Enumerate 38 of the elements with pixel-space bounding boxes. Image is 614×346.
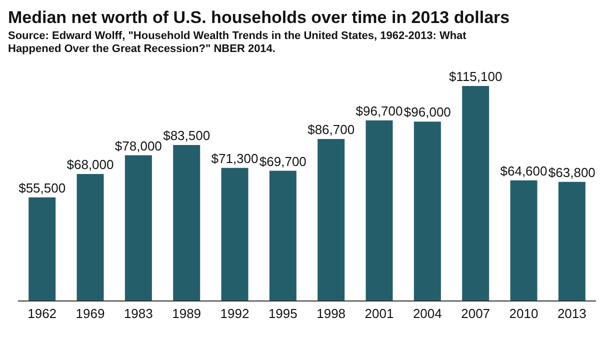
source-note: Source: Edward Wolff, "Household Wealth Trends in the United States, 1962-2013: What Happened Over the Great Recession?" NBER 2014. [8,30,468,56]
bar [76,174,104,301]
data-label: $96,000 [404,104,451,120]
x-tick-label: 1992 [220,306,250,322]
x-tick-label: 1969 [76,306,105,322]
x-tick-label: 1983 [124,306,153,322]
bar [414,122,441,301]
x-tick-label: 2004 [412,306,442,322]
x-tick-label: 1989 [172,306,202,322]
bar [173,145,200,301]
x-tick-label: 1962 [28,306,57,322]
bar [366,120,393,301]
x-tick-label: 1995 [268,306,298,322]
bar [269,170,296,301]
bar [124,155,152,301]
data-label: $63,800 [548,164,596,180]
data-label: $69,700 [259,154,306,169]
chart-title: Median net worth of U.S. households over time in 2013 dollars [8,8,511,28]
data-label: $55,500 [18,180,66,196]
data-label: $96,700 [356,103,403,118]
bar [558,182,586,301]
data-label: $71,300 [211,150,258,166]
x-tick-label: 2001 [364,306,394,322]
bar [318,139,345,301]
bar [462,86,490,301]
data-label: $115,100 [448,69,502,84]
x-tick-label: 2010 [509,306,538,322]
data-label: $86,700 [308,122,355,138]
x-tick-label: 2013 [557,306,586,322]
x-tick-label: 2007 [461,306,490,322]
data-label: $78,000 [114,138,162,154]
x-tick-label: 1998 [316,306,346,322]
bar [221,168,248,301]
data-label: $64,600 [500,163,548,178]
data-label: $68,000 [66,156,114,172]
data-label: $83,500 [163,128,210,144]
bar [510,180,538,301]
bar [28,197,56,301]
